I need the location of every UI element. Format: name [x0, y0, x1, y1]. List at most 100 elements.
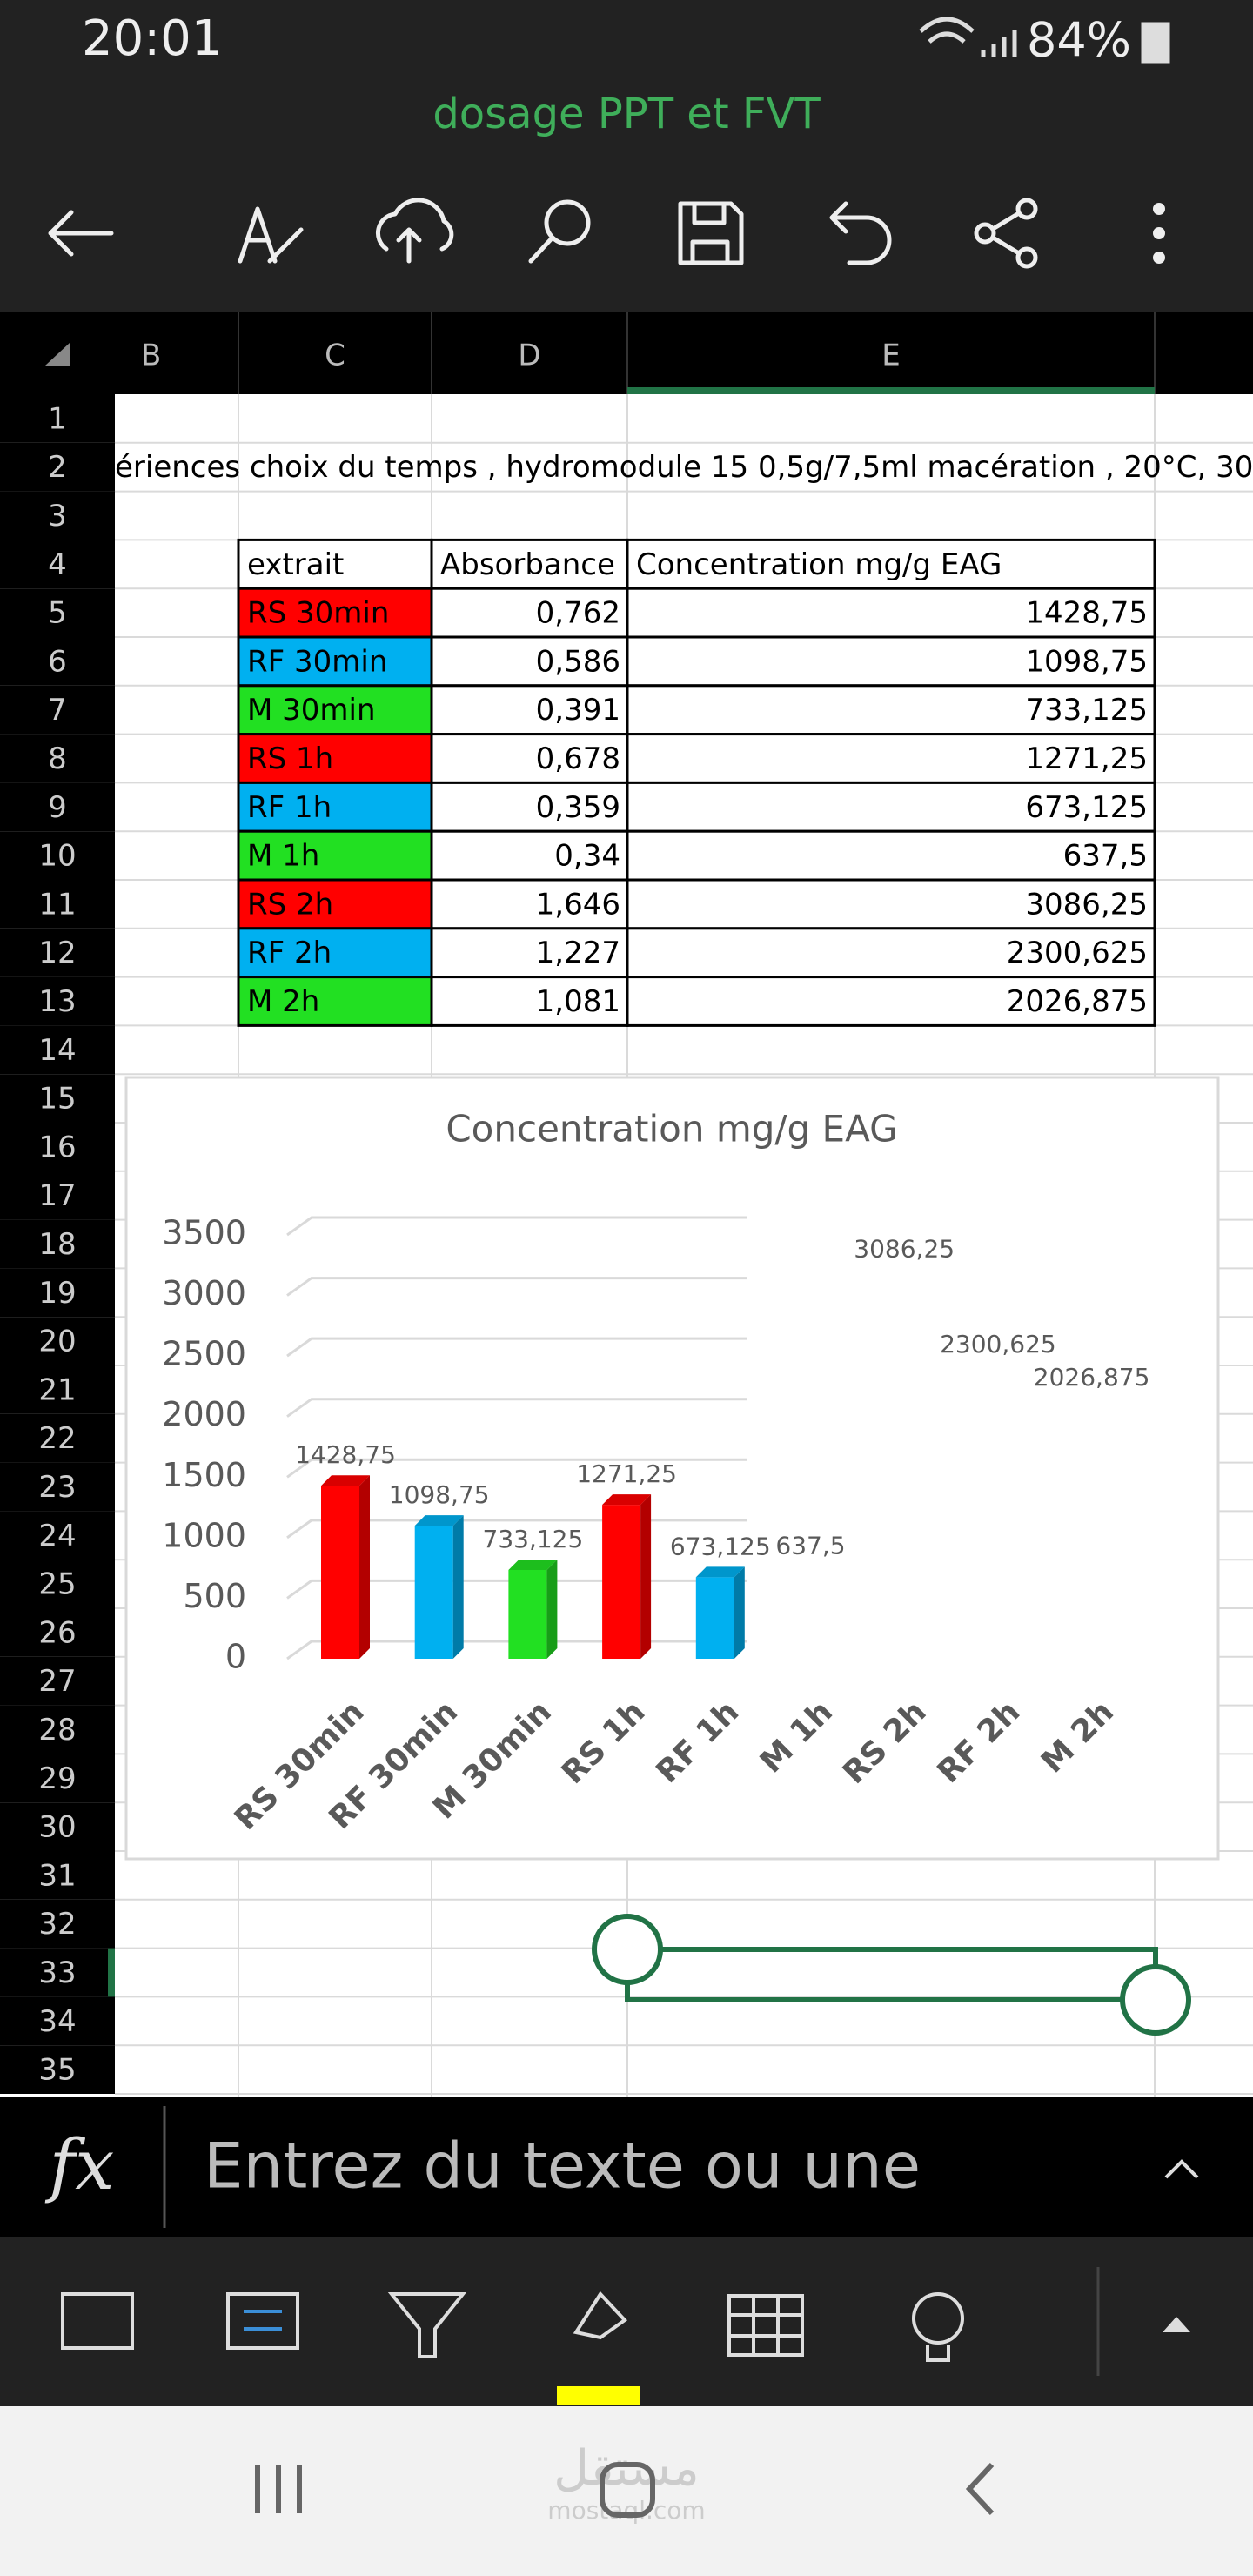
upload-button[interactable]	[376, 198, 454, 264]
row-header	[0, 1365, 115, 1414]
bar-top	[695, 1566, 745, 1578]
row-header	[0, 1705, 115, 1754]
selected-row-marker	[108, 1948, 115, 1997]
bar-side	[359, 1475, 370, 1659]
data-text: 1098,75	[1025, 644, 1148, 679]
row-number: 17	[38, 1178, 76, 1213]
row-number: 11	[38, 887, 76, 922]
row-number: 34	[38, 2004, 76, 2039]
row-number: 14	[38, 1033, 76, 1068]
row-header	[0, 1608, 115, 1657]
status-icons	[919, 17, 1170, 64]
data-text: 1428,75	[1025, 596, 1148, 631]
chart: Concentration mg/g EAG 0 500 1000 1500 2000 25…	[124, 1076, 1220, 1861]
bar-side	[546, 1559, 558, 1659]
data-text: 1271,25	[1025, 741, 1148, 776]
row-header	[0, 442, 115, 492]
nav-back-button[interactable]	[965, 2462, 995, 2516]
row-header	[0, 1025, 115, 1075]
grid-line	[286, 1216, 747, 1237]
search-handle	[528, 236, 554, 264]
data-text: 1,081	[536, 984, 620, 1019]
data-text: RS 30min	[247, 596, 389, 631]
grid-line	[286, 1519, 747, 1540]
data-text: 0,678	[536, 741, 620, 776]
row-number: 33	[38, 1955, 76, 1990]
selected-column-marker	[627, 387, 1155, 394]
share-node	[1015, 246, 1038, 269]
watermark-arabic: مستقل	[553, 2440, 700, 2497]
row-header	[0, 540, 115, 589]
bar	[321, 1486, 359, 1659]
selection-handle[interactable]	[1120, 1964, 1191, 2036]
data-text: M 2h	[247, 984, 319, 1019]
search-button[interactable]	[544, 199, 591, 246]
data-label: 2300,625	[940, 1330, 1056, 1358]
signal-icon	[981, 30, 1017, 57]
row-header	[0, 1317, 115, 1365]
bar-side	[734, 1566, 745, 1659]
row-header	[0, 491, 115, 540]
row-header	[0, 1560, 115, 1608]
format-button[interactable]	[226, 2292, 299, 2350]
back-button[interactable]	[48, 210, 114, 257]
undo-button[interactable]	[829, 201, 892, 265]
share-node	[1015, 198, 1038, 220]
home-button[interactable]	[600, 2462, 655, 2518]
chart-area	[124, 1076, 1220, 1861]
select-all-corner[interactable]	[45, 343, 70, 366]
data-cell	[237, 684, 433, 736]
row-number: 24	[38, 1519, 76, 1553]
fill-color-swatch	[557, 2386, 640, 2405]
row-header	[0, 1268, 115, 1318]
data-cell	[237, 927, 433, 979]
more-button[interactable]	[1153, 203, 1165, 264]
bottom-toolbar	[0, 2237, 1253, 2406]
data-cell	[626, 976, 1156, 1027]
fill-button[interactable]	[573, 2291, 628, 2340]
toolbar-expand[interactable]	[1163, 2317, 1190, 2332]
column-letter: D	[518, 339, 540, 373]
camera-table-button[interactable]	[727, 2294, 804, 2357]
clock: 20:01	[82, 10, 222, 67]
data-cell	[237, 635, 433, 688]
dot	[1153, 203, 1165, 215]
draw-button[interactable]	[238, 206, 304, 264]
app-bar	[0, 0, 1253, 312]
row-header	[0, 1413, 115, 1463]
y-tick-label: 0	[225, 1638, 246, 1676]
row-number: 10	[38, 839, 76, 874]
y-tick-label: 500	[183, 1577, 246, 1615]
recents-button[interactable]	[255, 2465, 302, 2513]
formula-input[interactable]: Entrez du texte ou une	[204, 2130, 921, 2203]
data-text: RS 1h	[247, 741, 333, 776]
ideas-button[interactable]	[912, 2292, 964, 2345]
share-button[interactable]	[974, 222, 996, 245]
data-label: 2026,875	[1034, 1363, 1150, 1392]
selection-handle[interactable]	[592, 1914, 663, 1985]
row-number: 31	[38, 1858, 76, 1893]
data-text: 637,5	[1063, 839, 1148, 874]
row-header	[0, 734, 115, 783]
row-header	[0, 1171, 115, 1220]
bar	[602, 1505, 641, 1659]
comment-button[interactable]	[61, 2292, 134, 2350]
data-text: 673,125	[1025, 790, 1148, 825]
row-header	[0, 1899, 115, 1949]
filter-button[interactable]	[387, 2292, 467, 2358]
column-letter: E	[881, 339, 900, 373]
header-cell	[626, 538, 1156, 590]
bulb-base	[926, 2345, 950, 2362]
y-tick-label: 2000	[162, 1395, 246, 1433]
y-tick-label: 2500	[162, 1335, 246, 1373]
expand-formula[interactable]	[1164, 2159, 1199, 2179]
save-button[interactable]	[678, 201, 744, 265]
data-text: RF 30min	[247, 644, 387, 679]
wifi-icon	[919, 17, 975, 44]
row-header	[0, 1996, 115, 2046]
column-letter: B	[141, 339, 161, 373]
row-header	[0, 2045, 115, 2094]
row-number: 7	[48, 693, 67, 728]
